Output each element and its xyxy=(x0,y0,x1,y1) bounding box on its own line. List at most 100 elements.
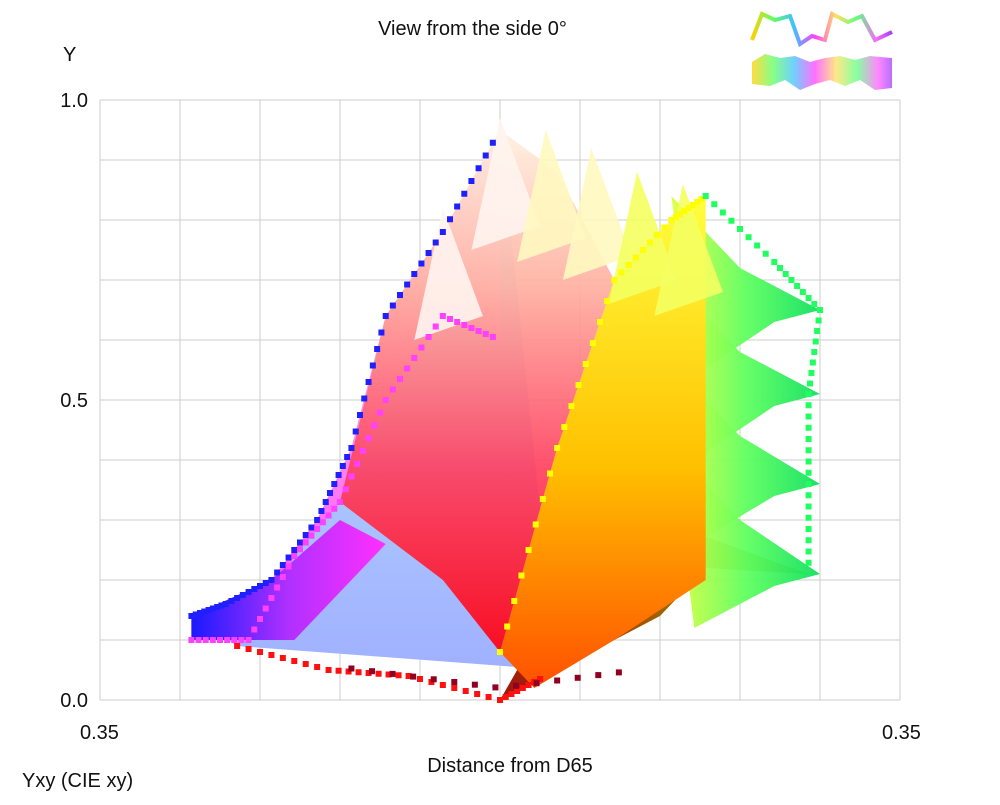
gamut-yellow-face xyxy=(500,196,706,688)
gamut-sample-point xyxy=(268,577,275,583)
gamut-sample-point xyxy=(754,242,761,249)
gamut-sample-point xyxy=(410,673,417,680)
gamut-sample-point xyxy=(815,317,822,324)
gamut-surface xyxy=(191,118,820,700)
gamut-sample-point xyxy=(805,469,812,476)
gamut-sample-point xyxy=(297,546,303,553)
gamut-sample-point xyxy=(318,508,325,514)
gamut-sample-point xyxy=(302,661,309,667)
gamut-sample-point xyxy=(485,694,492,700)
gamut-sample-point xyxy=(195,637,202,643)
gamut-sample-point xyxy=(805,447,812,454)
gamut-sample-point xyxy=(625,262,632,268)
gamut-sample-point xyxy=(618,269,625,276)
gamut-sample-point xyxy=(234,643,241,649)
gamut-ridge-spike xyxy=(414,208,483,340)
gamut-sample-point xyxy=(188,637,195,643)
gamut-sample-point xyxy=(547,470,553,477)
gamut-sample-point xyxy=(694,199,701,205)
gamut-sample-point xyxy=(228,598,235,604)
gamut-sample-point xyxy=(811,349,818,355)
gamut-sample-point xyxy=(432,239,439,246)
chart-title: View from the side 0° xyxy=(378,18,567,40)
gamut-sample-point xyxy=(314,517,321,523)
gamut-sample-point xyxy=(279,655,286,661)
gamut-sample-point xyxy=(335,472,342,478)
gamut-sample-point xyxy=(805,481,812,487)
gamut-sample-point xyxy=(251,626,258,633)
gamut-sample-point xyxy=(342,486,349,493)
gamut-sample-point xyxy=(807,380,813,387)
gamut-sample-point xyxy=(777,265,783,271)
gamut-sample-point xyxy=(397,376,403,382)
gamut-sample-point xyxy=(805,514,812,521)
gamut-sample-point xyxy=(357,412,363,418)
gamut-sample-point xyxy=(575,382,582,388)
gamut-sample-point xyxy=(411,355,418,361)
gamut-sample-point xyxy=(574,674,581,681)
gamut-sample-point xyxy=(274,584,281,591)
gamut-sample-point xyxy=(561,424,568,430)
gamut-sample-point xyxy=(461,190,468,197)
gamut-sample-point xyxy=(447,216,453,223)
gamut-sample-point xyxy=(344,454,351,460)
gamut-ridge-spike xyxy=(608,172,678,304)
gamut-sample-point xyxy=(519,685,526,691)
gamut-sample-point xyxy=(492,684,499,691)
gamut-sample-point xyxy=(482,331,489,337)
gamut-ridge-spike xyxy=(654,184,723,316)
gamut-sample-point xyxy=(302,532,309,538)
gamut-sample-point xyxy=(369,362,376,369)
gamut-sample-point xyxy=(297,539,303,546)
legend-outline-swatch xyxy=(750,11,893,48)
gamut-sample-point xyxy=(728,217,735,224)
gamut-sample-point xyxy=(762,250,769,257)
gamut-sample-point xyxy=(508,691,515,697)
gamut-sample-point xyxy=(788,277,795,283)
gamut-sample-point xyxy=(222,601,229,607)
gamut-sample-point xyxy=(418,260,425,267)
gamut-sample-point xyxy=(192,611,199,618)
gamut-sample-point xyxy=(661,224,668,231)
gamut-sample-point xyxy=(217,637,223,643)
gamut-sample-point xyxy=(234,595,241,601)
gamut-sample-point xyxy=(454,203,461,210)
gamut-sample-point xyxy=(525,682,532,688)
gamut-sample-point xyxy=(513,682,519,689)
color-space-label: Yxy (CIE xy) xyxy=(22,770,134,792)
gamut-sample-point xyxy=(474,691,481,697)
x-axis-label: Distance from D65 xyxy=(427,755,593,777)
gamut-sample-point xyxy=(471,681,478,688)
gamut-sample-point xyxy=(582,361,589,367)
gamut-point-cloud xyxy=(188,139,823,703)
gamut-sample-point xyxy=(385,671,392,678)
gamut-sample-point xyxy=(497,697,503,703)
gamut-sample-point xyxy=(430,676,437,683)
gamut-sample-point xyxy=(395,672,402,679)
gamut-sample-point xyxy=(238,637,245,643)
gamut-sample-point xyxy=(454,319,461,325)
gamut-sample-point xyxy=(365,670,372,676)
gamut-sample-point xyxy=(689,202,696,208)
gamut-sample-point xyxy=(554,677,561,684)
gamut-sample-point xyxy=(209,637,216,643)
gamut-sample-point xyxy=(497,649,503,655)
gamut-sample-point xyxy=(462,688,469,694)
gamut-sample-point xyxy=(475,165,482,172)
gamut-sample-point xyxy=(568,403,575,409)
gamut-sample-point xyxy=(375,670,382,677)
gamut-sample-point xyxy=(268,652,275,658)
gamut-sample-point xyxy=(327,490,333,496)
gamut-sample-point xyxy=(245,589,252,595)
gamut-sample-point xyxy=(352,428,359,435)
gamut-sample-point xyxy=(525,547,532,553)
gamut-sample-point xyxy=(808,370,815,376)
gamut-sample-point xyxy=(812,338,819,345)
gamut-sample-point xyxy=(335,667,342,674)
gamut-sample-point xyxy=(209,605,216,612)
gamut-sample-point xyxy=(262,605,269,612)
gamut-sample-point xyxy=(537,676,543,682)
gamut-sample-point xyxy=(325,512,332,519)
gamut-sample-point xyxy=(361,395,368,402)
